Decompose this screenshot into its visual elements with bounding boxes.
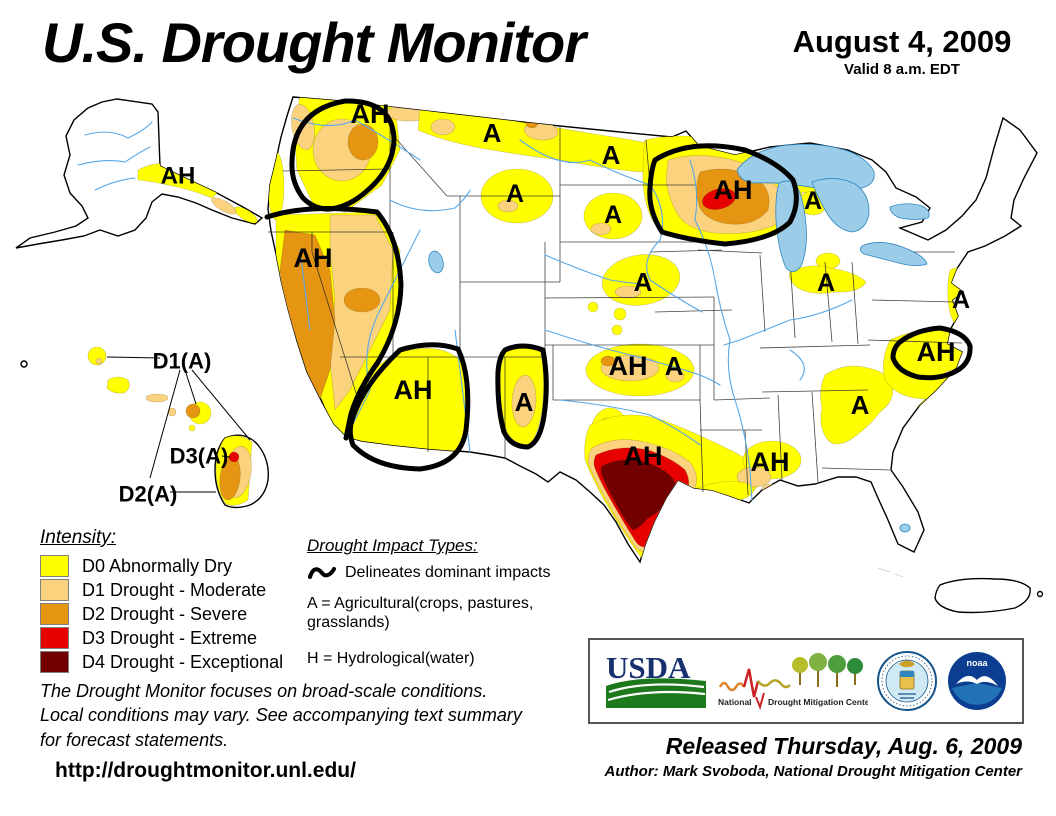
- website-url: http://droughtmonitor.unl.edu/: [55, 759, 356, 782]
- map-impact-label-a: A: [817, 269, 835, 297]
- map-impact-label-ah: AH: [161, 163, 196, 190]
- map-impact-label-a: A: [515, 387, 534, 417]
- ndmc-text-center: Drought Mitigation Center: [768, 697, 868, 707]
- map-date: August 4, 2009: [792, 24, 1012, 59]
- map-impact-label-ah: AH: [394, 375, 433, 405]
- intensity-item-d4: D4 Drought - Exceptional: [40, 650, 283, 674]
- map-impact-label-ah: AH: [917, 337, 956, 367]
- ndmc-logo: National Drought Mitigation Center: [718, 653, 868, 711]
- lake-erie: [860, 242, 928, 266]
- map-impact-label-a: A: [506, 180, 524, 208]
- map-impact-label-d1a: D1(A): [153, 349, 212, 374]
- intensity-item-d1: D1 Drought - Moderate: [40, 578, 283, 602]
- map-impact-label-a: A: [634, 267, 653, 297]
- map-label-layer: AH AH A A A A AH A AH A A A AH AH A AH A A AH AH D1(A) D3(A) D…: [119, 99, 970, 507]
- alaska-inset: [15, 98, 264, 249]
- great-salt-lake: [428, 250, 444, 274]
- intensity-label: D1 Drought - Moderate: [82, 579, 267, 600]
- ndmc-text-national: National: [718, 697, 752, 707]
- map-impact-label-ah: AH: [351, 99, 390, 129]
- intensity-items: D0 Abnormally Dry D1 Drought - Moderate D2…: [40, 554, 283, 674]
- noaa-logo-icon: noaa: [948, 652, 1006, 710]
- impact-heading: Drought Impact Types:: [307, 536, 478, 555]
- noaa-logo-text: noaa: [966, 658, 988, 668]
- intensity-item-d3: D3 Drought - Extreme: [40, 626, 283, 650]
- intensity-legend: Intensity: D0 Abnormally Dry D1 Drought -…: [40, 527, 283, 674]
- intensity-heading: Intensity:: [40, 527, 117, 548]
- hydrological-label: H = Hydrological(water): [307, 650, 475, 668]
- impact-legend: Drought Impact Types: Delineates dominan…: [307, 536, 587, 668]
- intensity-label: D0 Abnormally Dry: [82, 555, 233, 576]
- map-impact-label-a: A: [483, 118, 502, 148]
- map-impact-label-a: A: [804, 187, 822, 215]
- release-block: Released Thursday, Aug. 6, 2009 Author: …: [462, 733, 1023, 780]
- date-block: August 4, 2009 Valid 8 a.m. EDT: [752, 24, 1052, 78]
- lake-okeechobee: [899, 523, 911, 533]
- squiggle-line-icon: [308, 567, 336, 579]
- map-impact-label-d2a: D2(A): [119, 482, 178, 507]
- intensity-label: D2 Drought - Severe: [82, 603, 248, 624]
- map-impact-label-ah: AH: [294, 243, 333, 273]
- intensity-swatch-d3: [40, 627, 69, 649]
- map-impact-label-ah: AH: [751, 447, 790, 477]
- intensity-swatch-d4: [40, 651, 69, 673]
- map-impact-label-a: A: [851, 390, 870, 420]
- agency-logo-box: USDA National Drought Mitigation Center: [588, 638, 1024, 724]
- delineates-label: Delineates dominant impacts: [345, 564, 551, 581]
- hawaii-label-lines: [106, 356, 251, 493]
- map-impact-label-a: A: [952, 286, 970, 314]
- hawaii-inset: [20, 346, 269, 509]
- impact-delineation-lines: [264, 98, 973, 472]
- intensity-swatch-d1: [40, 579, 69, 601]
- intensity-swatch-d0: [40, 555, 69, 577]
- page-title: U.S. Drought Monitor: [42, 11, 586, 74]
- ndmc-trees-graphic: [792, 653, 863, 687]
- great-lakes: [428, 143, 930, 533]
- author-line: Author: Mark Svoboda, National Drought M…: [604, 763, 1023, 780]
- map-impact-label-ah: AH: [714, 175, 753, 205]
- intensity-item-d0: D0 Abnormally Dry: [40, 554, 283, 578]
- map-impact-label-a: A: [665, 351, 684, 381]
- lake-huron: [811, 178, 870, 233]
- agricultural-label: A = Agricultural(crops, pastures, grassl…: [307, 595, 534, 632]
- map-impact-label-a: A: [602, 140, 621, 170]
- lake-ontario: [889, 203, 930, 220]
- commerce-seal-icon: [877, 651, 937, 711]
- map-impact-label-ah: AH: [624, 441, 663, 471]
- map-impact-label-ah: AH: [609, 351, 648, 381]
- intensity-label: D3 Drought - Extreme: [82, 627, 258, 648]
- intensity-swatch-d2: [40, 603, 69, 625]
- valid-time: Valid 8 a.m. EDT: [844, 61, 960, 78]
- conus-region: [264, 96, 1038, 564]
- intensity-item-d2: D2 Drought - Severe: [40, 602, 283, 626]
- map-impact-label-d3a: D3(A): [170, 444, 229, 469]
- disclaimer-note: The Drought Monitor focuses on broad-sca…: [40, 681, 522, 750]
- released-date: Released Thursday, Aug. 6, 2009: [665, 733, 1022, 759]
- intensity-label: D4 Drought - Exceptional: [82, 651, 284, 672]
- usda-logo: USDA: [606, 650, 706, 708]
- lake-superior: [736, 143, 875, 191]
- puerto-rico-inset: [877, 567, 1044, 614]
- drought-patches: [268, 97, 975, 561]
- state-borders: [268, 118, 963, 496]
- map-impact-label-a: A: [604, 201, 622, 229]
